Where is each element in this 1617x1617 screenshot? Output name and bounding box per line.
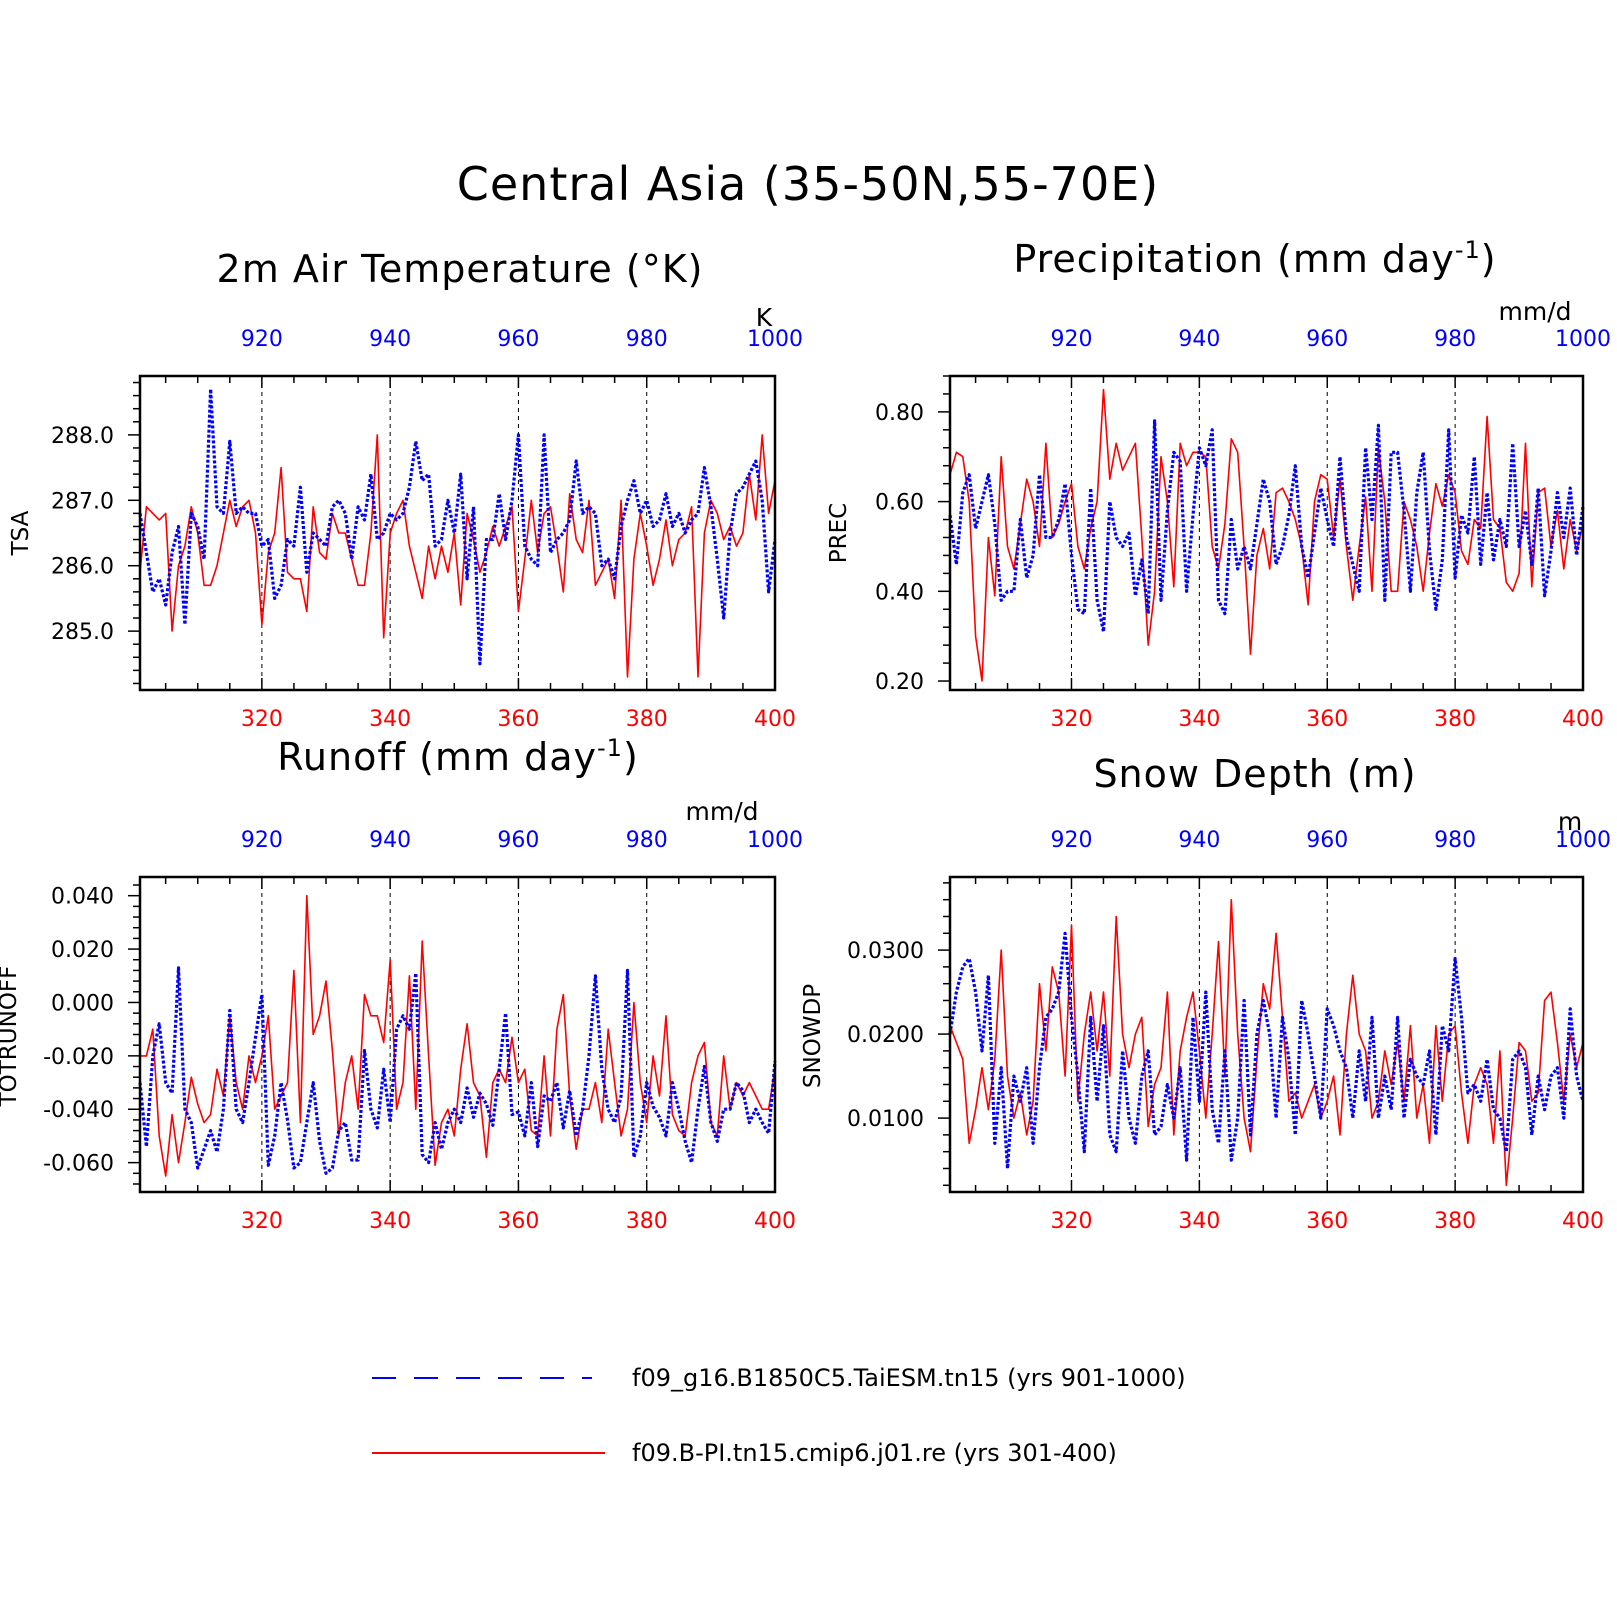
series-line-runoff-red (140, 894, 776, 1177)
plot-frame-tsa (138, 374, 777, 692)
x-tick-label-snowdp: 400 (1562, 1209, 1604, 1234)
series-line-tsa-red (139, 434, 776, 678)
series-line-prec-red (949, 388, 1584, 682)
panel-title-tsa: 2m Air Temperature (°K) (217, 247, 704, 291)
x-tick-label-prec: 400 (1562, 707, 1604, 732)
x-top-tick-label-runoff: 960 (497, 828, 539, 853)
units-label-snowdp: m (1558, 807, 1582, 836)
x-tick-label-runoff: 320 (241, 1209, 283, 1234)
panel-title-runoff: Runoff (mm day-1) (277, 734, 639, 779)
plot-frame-runoff (138, 875, 777, 1194)
plot-area-tsa: 320 340 360 380 400 920 940 960 980 1000 288.0 287.… (51, 327, 803, 732)
panel-title-prec-text: Precipitation (mm day (1013, 237, 1454, 281)
x-top-tick-label-snowdp: 980 (1434, 828, 1476, 853)
panel-runoff: Runoff (mm day-1) mm/d TOTRUNOFF 320 340 3… (0, 734, 803, 1234)
x-tick-label-runoff: 400 (754, 1209, 796, 1234)
x-tick-label-snowdp: 360 (1306, 1209, 1348, 1234)
x-top-tick-label-snowdp: 940 (1178, 828, 1220, 853)
x-top-tick-label-prec: 920 (1050, 327, 1092, 352)
x-tick-label-snowdp: 340 (1178, 1209, 1220, 1234)
legend: f09_g16.B1850C5.TaiESM.tn15 (yrs 901-100… (372, 1364, 1186, 1467)
y-tick-label-runoff: -0.040 (43, 1098, 114, 1123)
x-top-tick-label-prec: 980 (1434, 327, 1476, 352)
x-tick-label-snowdp: 320 (1050, 1209, 1092, 1234)
superscript-minus-one: -1 (1455, 236, 1481, 264)
units-label-tsa: K (756, 303, 773, 332)
x-tick-label-prec: 340 (1178, 707, 1220, 732)
closing-paren: ) (1481, 237, 1497, 281)
units-label-runoff: mm/d (686, 797, 759, 826)
plot-area-runoff: 320 340 360 380 400 920 940 960 980 1000 0.040 0.02… (43, 828, 803, 1234)
x-top-tick-label-snowdp: 960 (1306, 828, 1348, 853)
panel-title-snowdp: Snow Depth (m) (1093, 752, 1416, 796)
x-tick-label-runoff: 360 (497, 1209, 539, 1234)
panel-tsa: 2m Air Temperature (°K) K TSA 320 340 360 3… (8, 247, 803, 732)
closing-paren: ) (623, 735, 639, 779)
x-top-tick-label-tsa: 920 (241, 327, 283, 352)
x-tick-label-prec: 360 (1306, 707, 1348, 732)
units-label-prec: mm/d (1499, 297, 1572, 326)
x-tick-label-prec: 380 (1434, 707, 1476, 732)
y-tick-label-runoff: 0.020 (51, 938, 114, 963)
plot-frame-prec (948, 374, 1585, 692)
y-tick-label-snowdp: 0.0100 (847, 1107, 924, 1132)
y-tick-label-prec: 0.20 (875, 670, 924, 695)
x-top-tick-label-runoff: 980 (626, 828, 668, 853)
x-tick-label-tsa: 320 (241, 707, 283, 732)
x-top-tick-label-snowdp: 1000 (1555, 828, 1611, 853)
x-top-tick-label-prec: 960 (1306, 327, 1348, 352)
x-tick-label-tsa: 360 (497, 707, 539, 732)
series-line-runoff-blue (138, 966, 777, 1175)
x-tick-label-runoff: 380 (626, 1209, 668, 1234)
series-line-prec-blue (948, 419, 1585, 634)
panel-title-prec: Precipitation (mm day-1) (1013, 236, 1496, 281)
superscript-minus-one: -1 (597, 734, 623, 762)
plot-area-snowdp: 320 340 360 380 400 920 940 960 980 1000 0.0300 0.0… (847, 828, 1611, 1234)
x-top-tick-label-tsa: 940 (369, 327, 411, 352)
x-tick-label-tsa: 400 (754, 707, 796, 732)
y-tick-label-snowdp: 0.0200 (847, 1023, 924, 1048)
legend-label-1: f09.B-PI.tn15.cmip6.j01.re (yrs 301-400) (632, 1439, 1117, 1467)
x-top-tick-label-runoff: 920 (241, 828, 283, 853)
y-axis-label-tsa: TSA (8, 510, 34, 556)
y-tick-label-prec: 0.40 (875, 580, 924, 605)
plot-area-prec: 320 340 360 380 400 920 940 960 980 1000 0.80 0.60 0… (875, 327, 1611, 732)
x-tick-label-tsa: 380 (626, 707, 668, 732)
x-top-tick-label-snowdp: 920 (1050, 828, 1092, 853)
panel-snowdp: Snow Depth (m) m SNOWDP 320 340 360 380 400 9… (800, 752, 1611, 1234)
x-top-tick-label-runoff: 1000 (747, 828, 803, 853)
panel-title-runoff-text: Runoff (mm day (277, 735, 597, 779)
x-tick-label-tsa: 340 (369, 707, 411, 732)
x-tick-label-runoff: 340 (369, 1209, 411, 1234)
x-top-tick-label-tsa: 1000 (747, 327, 803, 352)
y-tick-label-prec: 0.60 (875, 491, 924, 516)
series-line-snowdp-blue (948, 931, 1585, 1171)
panel-prec: Precipitation (mm day-1) mm/d PREC 320 34… (826, 236, 1611, 732)
y-tick-label-tsa: 287.0 (51, 489, 114, 514)
y-tick-label-tsa: 288.0 (51, 424, 114, 449)
y-axis-label-prec: PREC (826, 503, 852, 563)
x-top-tick-label-runoff: 940 (369, 828, 411, 853)
y-axis-label-snowdp: SNOWDP (800, 984, 826, 1088)
y-axis-label-runoff: TOTRUNOFF (0, 966, 22, 1108)
x-top-tick-label-prec: 940 (1178, 327, 1220, 352)
x-tick-label-snowdp: 380 (1434, 1209, 1476, 1234)
y-tick-label-runoff: 0.040 (51, 885, 114, 910)
y-tick-label-runoff: 0.000 (51, 991, 114, 1016)
x-top-tick-label-tsa: 980 (626, 327, 668, 352)
y-tick-label-snowdp: 0.0300 (847, 939, 924, 964)
x-top-tick-label-tsa: 960 (497, 327, 539, 352)
series-line-snowdp-red (949, 898, 1584, 1187)
y-tick-label-tsa: 285.0 (51, 620, 114, 645)
figure-title: Central Asia (35-50N,55-70E) (457, 157, 1159, 211)
series-line-tsa-blue (138, 387, 777, 666)
y-tick-label-runoff: -0.020 (43, 1045, 114, 1070)
y-tick-label-tsa: 286.0 (51, 555, 114, 580)
legend-label-0: f09_g16.B1850C5.TaiESM.tn15 (yrs 901-100… (632, 1364, 1186, 1392)
y-tick-label-runoff: -0.060 (43, 1152, 114, 1177)
x-top-tick-label-prec: 1000 (1555, 327, 1611, 352)
y-tick-label-prec: 0.80 (875, 401, 924, 426)
x-tick-label-prec: 320 (1050, 707, 1092, 732)
